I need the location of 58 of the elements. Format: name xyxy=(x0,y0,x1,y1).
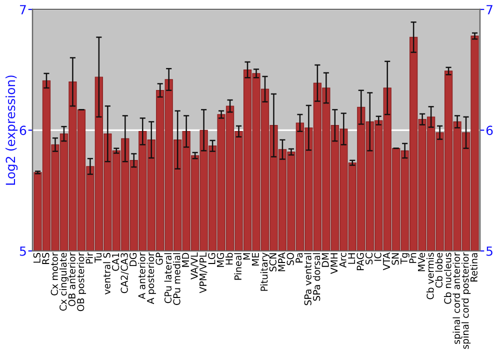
x-tick-label: LS xyxy=(33,252,40,263)
x-tick-label: Hb xyxy=(225,252,233,265)
x-tick-label: Pir xyxy=(86,252,93,264)
y2-tick-label: 6 xyxy=(486,126,493,136)
x-tick-label: spinal cord posterior xyxy=(461,252,471,349)
y2-tick-label: 5 xyxy=(486,246,492,256)
y2-tick-label: 7 xyxy=(486,5,492,14)
x-tick-label: Cb vermis xyxy=(426,252,434,300)
x-tick-label: Cb lobe xyxy=(435,252,443,288)
x-tick-label: Cx cingulate xyxy=(59,252,69,311)
x-tick-label: ME xyxy=(252,252,259,266)
x-tick-label: SN xyxy=(392,253,399,265)
x-tick-label: SPa ventral xyxy=(304,253,312,306)
x-tick-label: A posterior xyxy=(146,252,156,304)
x-tick-label: RS xyxy=(42,252,50,264)
x-tick-label: CPu lateral xyxy=(164,253,172,304)
x-tick-label: VTA xyxy=(383,252,390,270)
x-tick-label: SC xyxy=(365,252,373,264)
x-tick-label: MG xyxy=(216,253,224,267)
x-tick-label: SCN xyxy=(269,253,276,272)
x-tick-label: Arc xyxy=(339,252,346,268)
y-tick-label: 6 xyxy=(20,126,26,136)
x-tick-label: CA2/CA3 xyxy=(120,253,129,294)
x-tick-label: PAG xyxy=(356,253,364,270)
x-tick-label: Pituitary xyxy=(260,252,270,291)
x-tick-label: Pn xyxy=(409,253,416,263)
y-tick-label: 7 xyxy=(20,5,26,14)
x-tick-label: Cb nucleus xyxy=(444,252,452,304)
x-tick-label: IC xyxy=(374,252,382,261)
x-tick-label: DM xyxy=(322,253,329,267)
x-tick-label: SO xyxy=(286,252,294,266)
x-tick-label: LG xyxy=(208,253,216,264)
x-tick-label: Cx motor xyxy=(50,252,58,296)
x-tick-label: ventral S xyxy=(103,252,110,294)
x-tick-label: SPa dorsal xyxy=(312,253,320,301)
x-tick-label: A anterior xyxy=(138,252,146,300)
x-tick-label: MD xyxy=(182,252,189,267)
x-tick-label: MPA xyxy=(278,252,286,272)
x-tick-label: VMH xyxy=(330,253,338,274)
x-tick-label: OB posterior xyxy=(76,252,86,312)
x-tick-label: Tg xyxy=(400,253,410,264)
x-tick-label: spinal cord anterior xyxy=(452,252,462,344)
x-tick-label: CA1 xyxy=(112,253,120,271)
x-tick-label: VPM/VPL xyxy=(200,252,208,294)
y-axis-title: Log2 (expression) xyxy=(6,76,18,185)
x-tick-label: CPu medial xyxy=(173,253,180,305)
x-tick-label: DG xyxy=(129,253,137,266)
x-tick-label: VA/VL xyxy=(190,252,199,280)
y-tick-label: 5 xyxy=(20,246,26,256)
x-tick-label: Pineal xyxy=(234,253,242,280)
x-tick-label: Retina xyxy=(470,253,478,282)
x-tick-label: MVe xyxy=(418,252,426,272)
x-tick-label: LH xyxy=(348,253,355,264)
x-tick-label: Pa xyxy=(296,253,303,262)
x-tick-label: M xyxy=(243,253,250,260)
x-tick-label: Tu xyxy=(94,253,102,263)
x-tick-label: OB anterior xyxy=(68,252,76,306)
x-tick-label: GP xyxy=(156,252,163,265)
